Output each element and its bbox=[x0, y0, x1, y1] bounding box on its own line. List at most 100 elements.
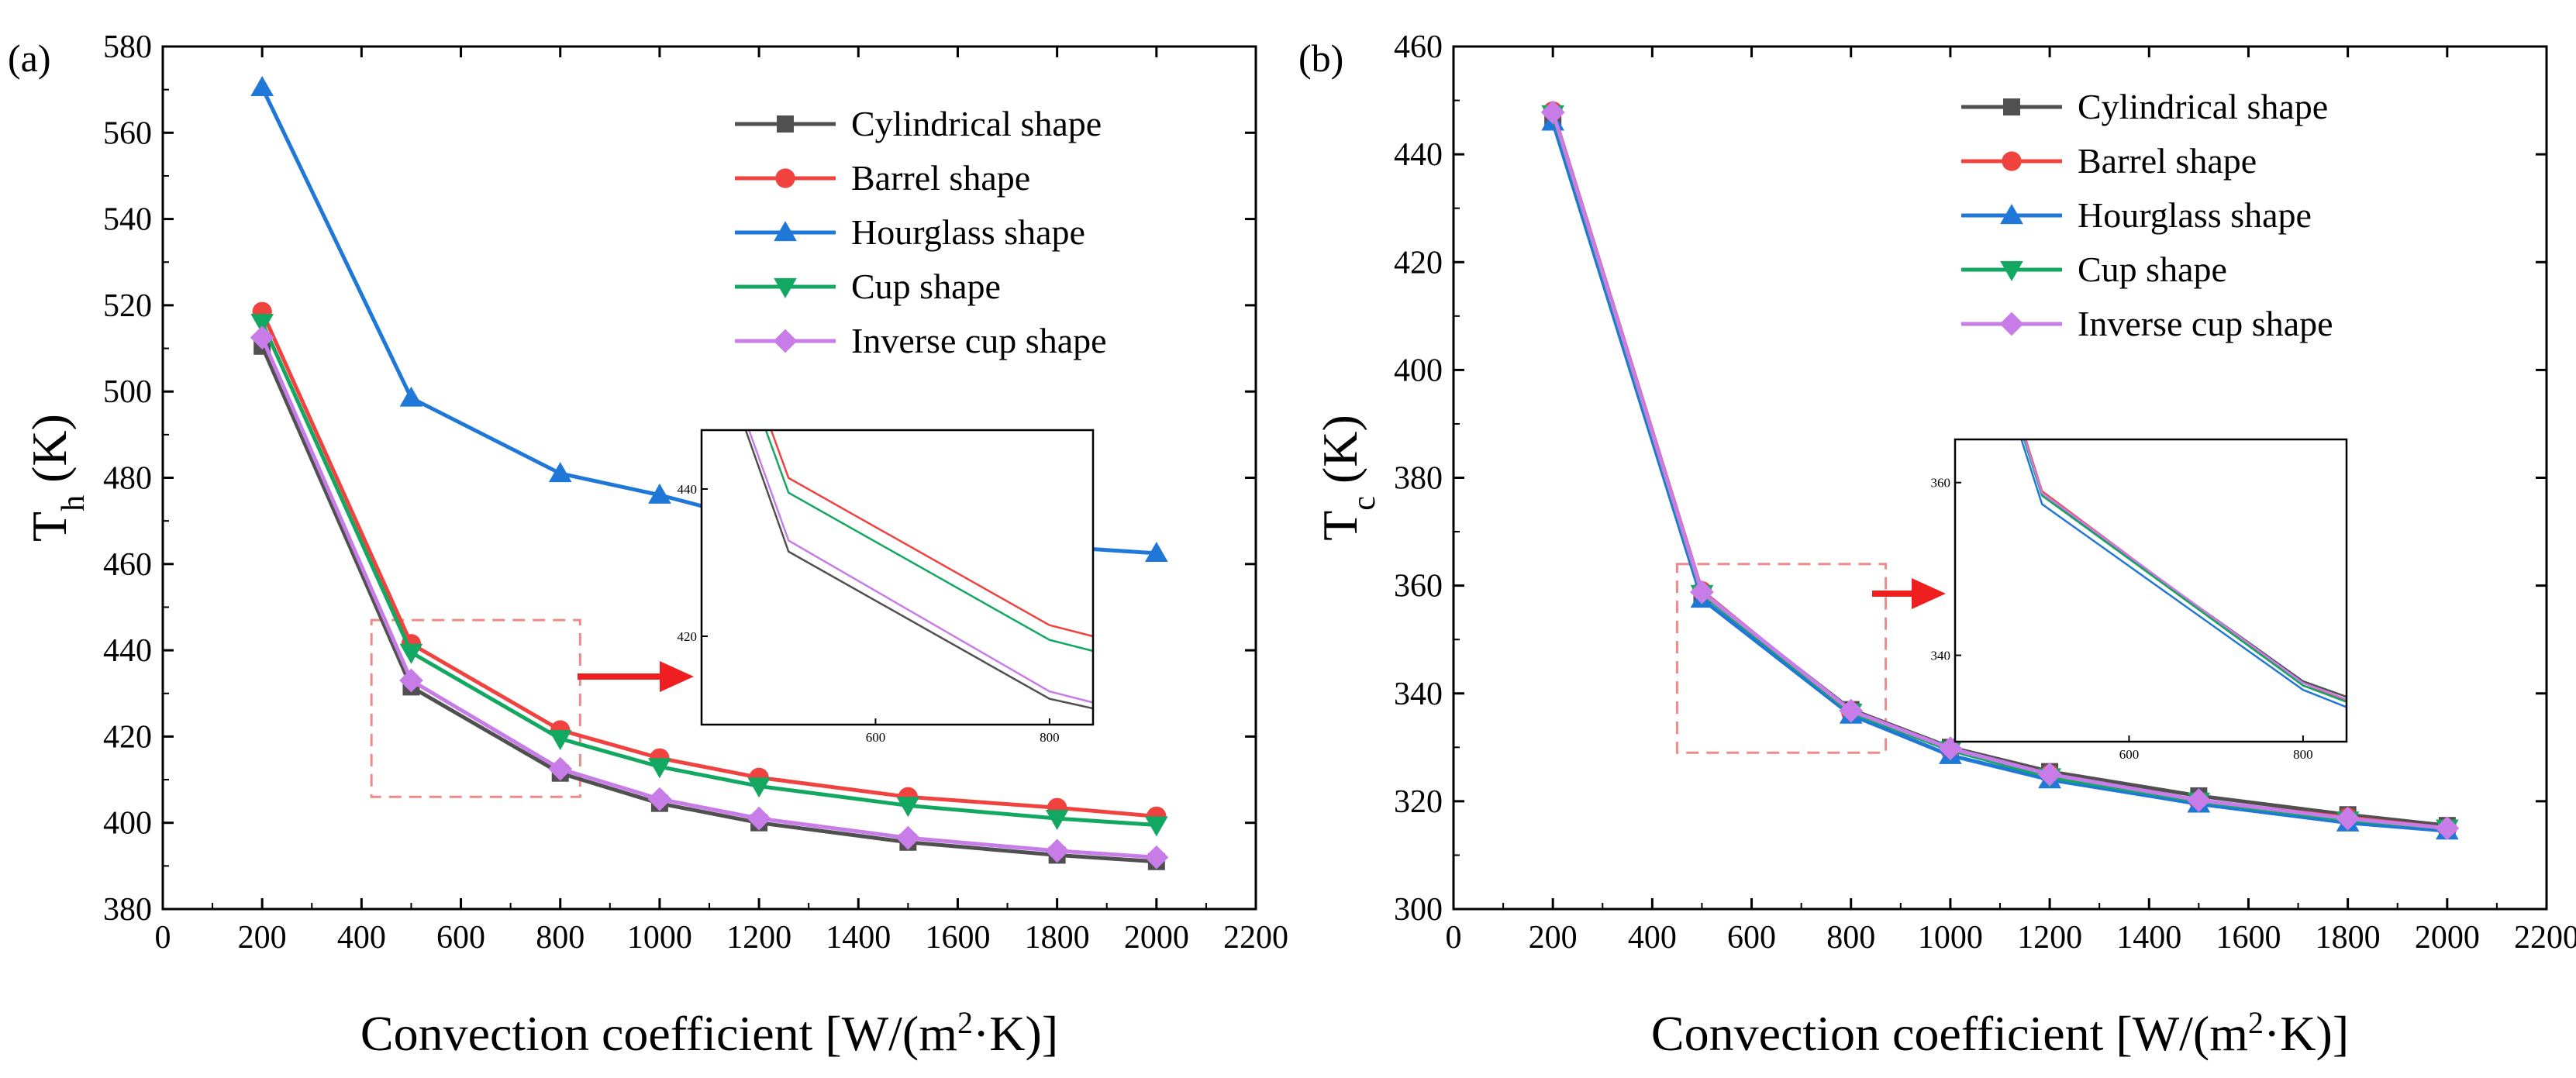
legend-label: Barrel shape bbox=[2078, 141, 2257, 181]
y-tick-label: 460 bbox=[103, 547, 152, 583]
panel-label: (a) bbox=[8, 36, 51, 80]
series-line-2 bbox=[1550, 121, 2448, 833]
y-tick-label: 560 bbox=[103, 115, 152, 151]
zoom-region-box bbox=[1675, 563, 1888, 754]
x-tick-label: 2000 bbox=[1124, 920, 1189, 956]
inset-y-tick-label: 360 bbox=[1931, 476, 1951, 491]
x-tick-label: 400 bbox=[337, 920, 386, 956]
data-point bbox=[250, 76, 274, 97]
inset-chart: 600 800 420 440 bbox=[678, 429, 1095, 745]
legend-marker bbox=[2003, 98, 2020, 115]
data-point bbox=[648, 758, 671, 779]
inset-frame bbox=[700, 429, 1095, 726]
series-line-3 bbox=[260, 322, 1157, 827]
data-point bbox=[2435, 816, 2460, 841]
y-tick-label: 540 bbox=[103, 202, 152, 238]
data-point bbox=[2037, 762, 2062, 787]
data-point bbox=[1144, 542, 1168, 563]
y-axis-label: Tc (K) bbox=[1312, 415, 1382, 541]
data-point bbox=[1540, 100, 1565, 125]
legend-marker bbox=[2002, 151, 2022, 171]
x-tick-label: 1000 bbox=[627, 920, 692, 956]
legend-label: Cylindrical shape bbox=[2078, 87, 2328, 126]
data-point bbox=[895, 825, 920, 850]
y-tick-label: 420 bbox=[103, 719, 152, 755]
x-tick-label: 600 bbox=[436, 920, 485, 956]
x-axis-label: Convection coefficient [W/(m2·K)] bbox=[1651, 1005, 2349, 1062]
data-point bbox=[747, 777, 771, 798]
legend-label: Inverse cup shape bbox=[851, 321, 1107, 360]
x-tick-label: 200 bbox=[1529, 920, 1578, 956]
legend-marker bbox=[774, 277, 797, 298]
x-tick-label: 0 bbox=[155, 920, 171, 956]
legend-label: Hourglass shape bbox=[851, 212, 1085, 252]
y-tick-label: 480 bbox=[103, 461, 152, 497]
y-axis-label-main: T bbox=[22, 511, 77, 542]
inset-series-line-4 bbox=[747, 430, 1093, 704]
inset-background bbox=[1955, 439, 2347, 742]
legend: Cylindrical shape Barrel shape Hourglass s… bbox=[735, 104, 1107, 360]
inset-series-line-3 bbox=[2023, 439, 2347, 703]
legend: Cylindrical shape Barrel shape Hourglass s… bbox=[1961, 87, 2333, 343]
x-tick-label: 2200 bbox=[2514, 920, 2576, 956]
data-point bbox=[399, 386, 423, 407]
zoom-arrow-head bbox=[660, 661, 694, 692]
inset-series-line-2 bbox=[2020, 439, 2347, 708]
series-line-1 bbox=[260, 311, 1157, 818]
y-tick-label: 580 bbox=[103, 29, 152, 65]
series-line-4 bbox=[1550, 112, 2448, 831]
zoom-arrow-head bbox=[1912, 578, 1946, 609]
x-axis-label-tail: ·K)] bbox=[973, 1006, 1058, 1061]
inset-series-line-3 bbox=[764, 430, 1093, 653]
data-point bbox=[2186, 788, 2211, 812]
x-tick-label: 2000 bbox=[2415, 920, 2480, 956]
y-axis-label-sub: h bbox=[56, 495, 91, 511]
data-point bbox=[250, 314, 274, 335]
data-point bbox=[896, 797, 920, 818]
data-point bbox=[1045, 839, 1070, 863]
legend-marker bbox=[773, 329, 798, 353]
y-tick-label: 300 bbox=[1394, 892, 1443, 928]
data-point bbox=[1839, 698, 1864, 723]
y-tick-label: 500 bbox=[103, 374, 152, 410]
y-axis-label-sub: c bbox=[1347, 496, 1382, 511]
legend-marker bbox=[2000, 260, 2023, 281]
data-point bbox=[647, 787, 672, 811]
data-point bbox=[747, 806, 771, 831]
x-tick-label: 1400 bbox=[826, 920, 891, 956]
y-axis-label-main: T bbox=[1312, 511, 1367, 541]
inset-x-tick-label: 600 bbox=[866, 730, 886, 745]
zoom-region-box bbox=[370, 618, 581, 798]
data-point bbox=[1144, 845, 1169, 870]
inset-series bbox=[2020, 439, 2347, 708]
data-point bbox=[648, 483, 671, 504]
x-tick-label: 1400 bbox=[2116, 920, 2181, 956]
legend-label: Cup shape bbox=[851, 267, 1001, 306]
x-tick-label: 1200 bbox=[2017, 920, 2082, 956]
y-tick-label: 380 bbox=[1394, 461, 1443, 497]
x-tick-label: 600 bbox=[1727, 920, 1776, 956]
legend-marker bbox=[1999, 312, 2024, 336]
y-tick-label: 380 bbox=[103, 892, 152, 928]
inset-series-line-4 bbox=[2023, 439, 2347, 701]
series-line-0 bbox=[260, 345, 1157, 864]
chart-panel-b: 0 200 400 600 800 1000 1200 1400 1600 1800 2000 220… bbox=[1298, 29, 2576, 1061]
y-tick-label: 320 bbox=[1394, 784, 1443, 820]
legend-label: Cup shape bbox=[2078, 250, 2227, 289]
data-point bbox=[548, 462, 572, 483]
legend-marker bbox=[774, 221, 797, 242]
inset-chart: 600 800 340 360 bbox=[1931, 438, 2348, 762]
x-tick-label: 1600 bbox=[925, 920, 990, 956]
inset-y-tick-label: 340 bbox=[1931, 649, 1951, 663]
inset-series-line-1 bbox=[770, 430, 1093, 638]
legend-label: Inverse cup shape bbox=[2078, 304, 2333, 343]
data-point bbox=[250, 325, 274, 350]
y-tick-label: 360 bbox=[1394, 569, 1443, 604]
data-point bbox=[1690, 580, 1714, 604]
inset-y-tick-label: 440 bbox=[678, 482, 698, 497]
legend-label: Cylindrical shape bbox=[851, 104, 1102, 143]
legend-marker bbox=[777, 115, 794, 133]
y-tick-label: 440 bbox=[1394, 137, 1443, 173]
inset-y-tick-label: 420 bbox=[678, 629, 698, 644]
y-tick-label: 440 bbox=[103, 633, 152, 669]
